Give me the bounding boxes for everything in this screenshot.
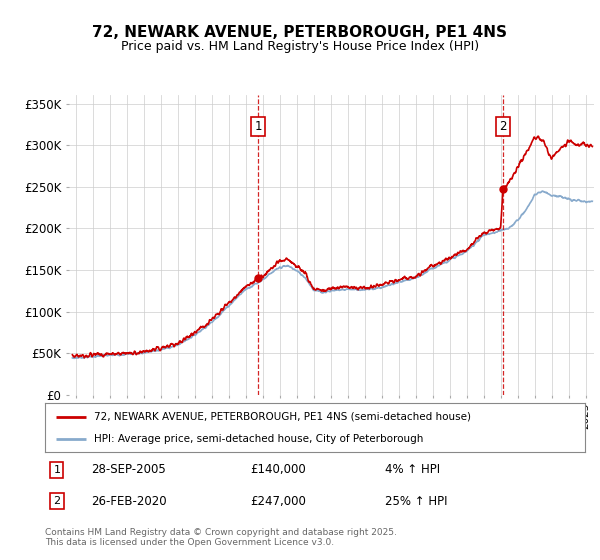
Text: 4% ↑ HPI: 4% ↑ HPI — [385, 463, 440, 476]
Text: 28-SEP-2005: 28-SEP-2005 — [91, 463, 166, 476]
Text: 1: 1 — [254, 120, 262, 133]
Text: 2: 2 — [53, 496, 61, 506]
Text: 25% ↑ HPI: 25% ↑ HPI — [385, 494, 448, 507]
Text: 72, NEWARK AVENUE, PETERBOROUGH, PE1 4NS: 72, NEWARK AVENUE, PETERBOROUGH, PE1 4NS — [92, 25, 508, 40]
Text: £247,000: £247,000 — [250, 494, 306, 507]
Text: 2: 2 — [499, 120, 506, 133]
Text: Price paid vs. HM Land Registry's House Price Index (HPI): Price paid vs. HM Land Registry's House … — [121, 40, 479, 53]
Text: 1: 1 — [53, 465, 61, 475]
Text: Contains HM Land Registry data © Crown copyright and database right 2025.
This d: Contains HM Land Registry data © Crown c… — [45, 528, 397, 547]
Text: 26-FEB-2020: 26-FEB-2020 — [91, 494, 167, 507]
Text: 72, NEWARK AVENUE, PETERBOROUGH, PE1 4NS (semi-detached house): 72, NEWARK AVENUE, PETERBOROUGH, PE1 4NS… — [94, 412, 470, 422]
Text: HPI: Average price, semi-detached house, City of Peterborough: HPI: Average price, semi-detached house,… — [94, 434, 423, 444]
Text: £140,000: £140,000 — [250, 463, 306, 476]
